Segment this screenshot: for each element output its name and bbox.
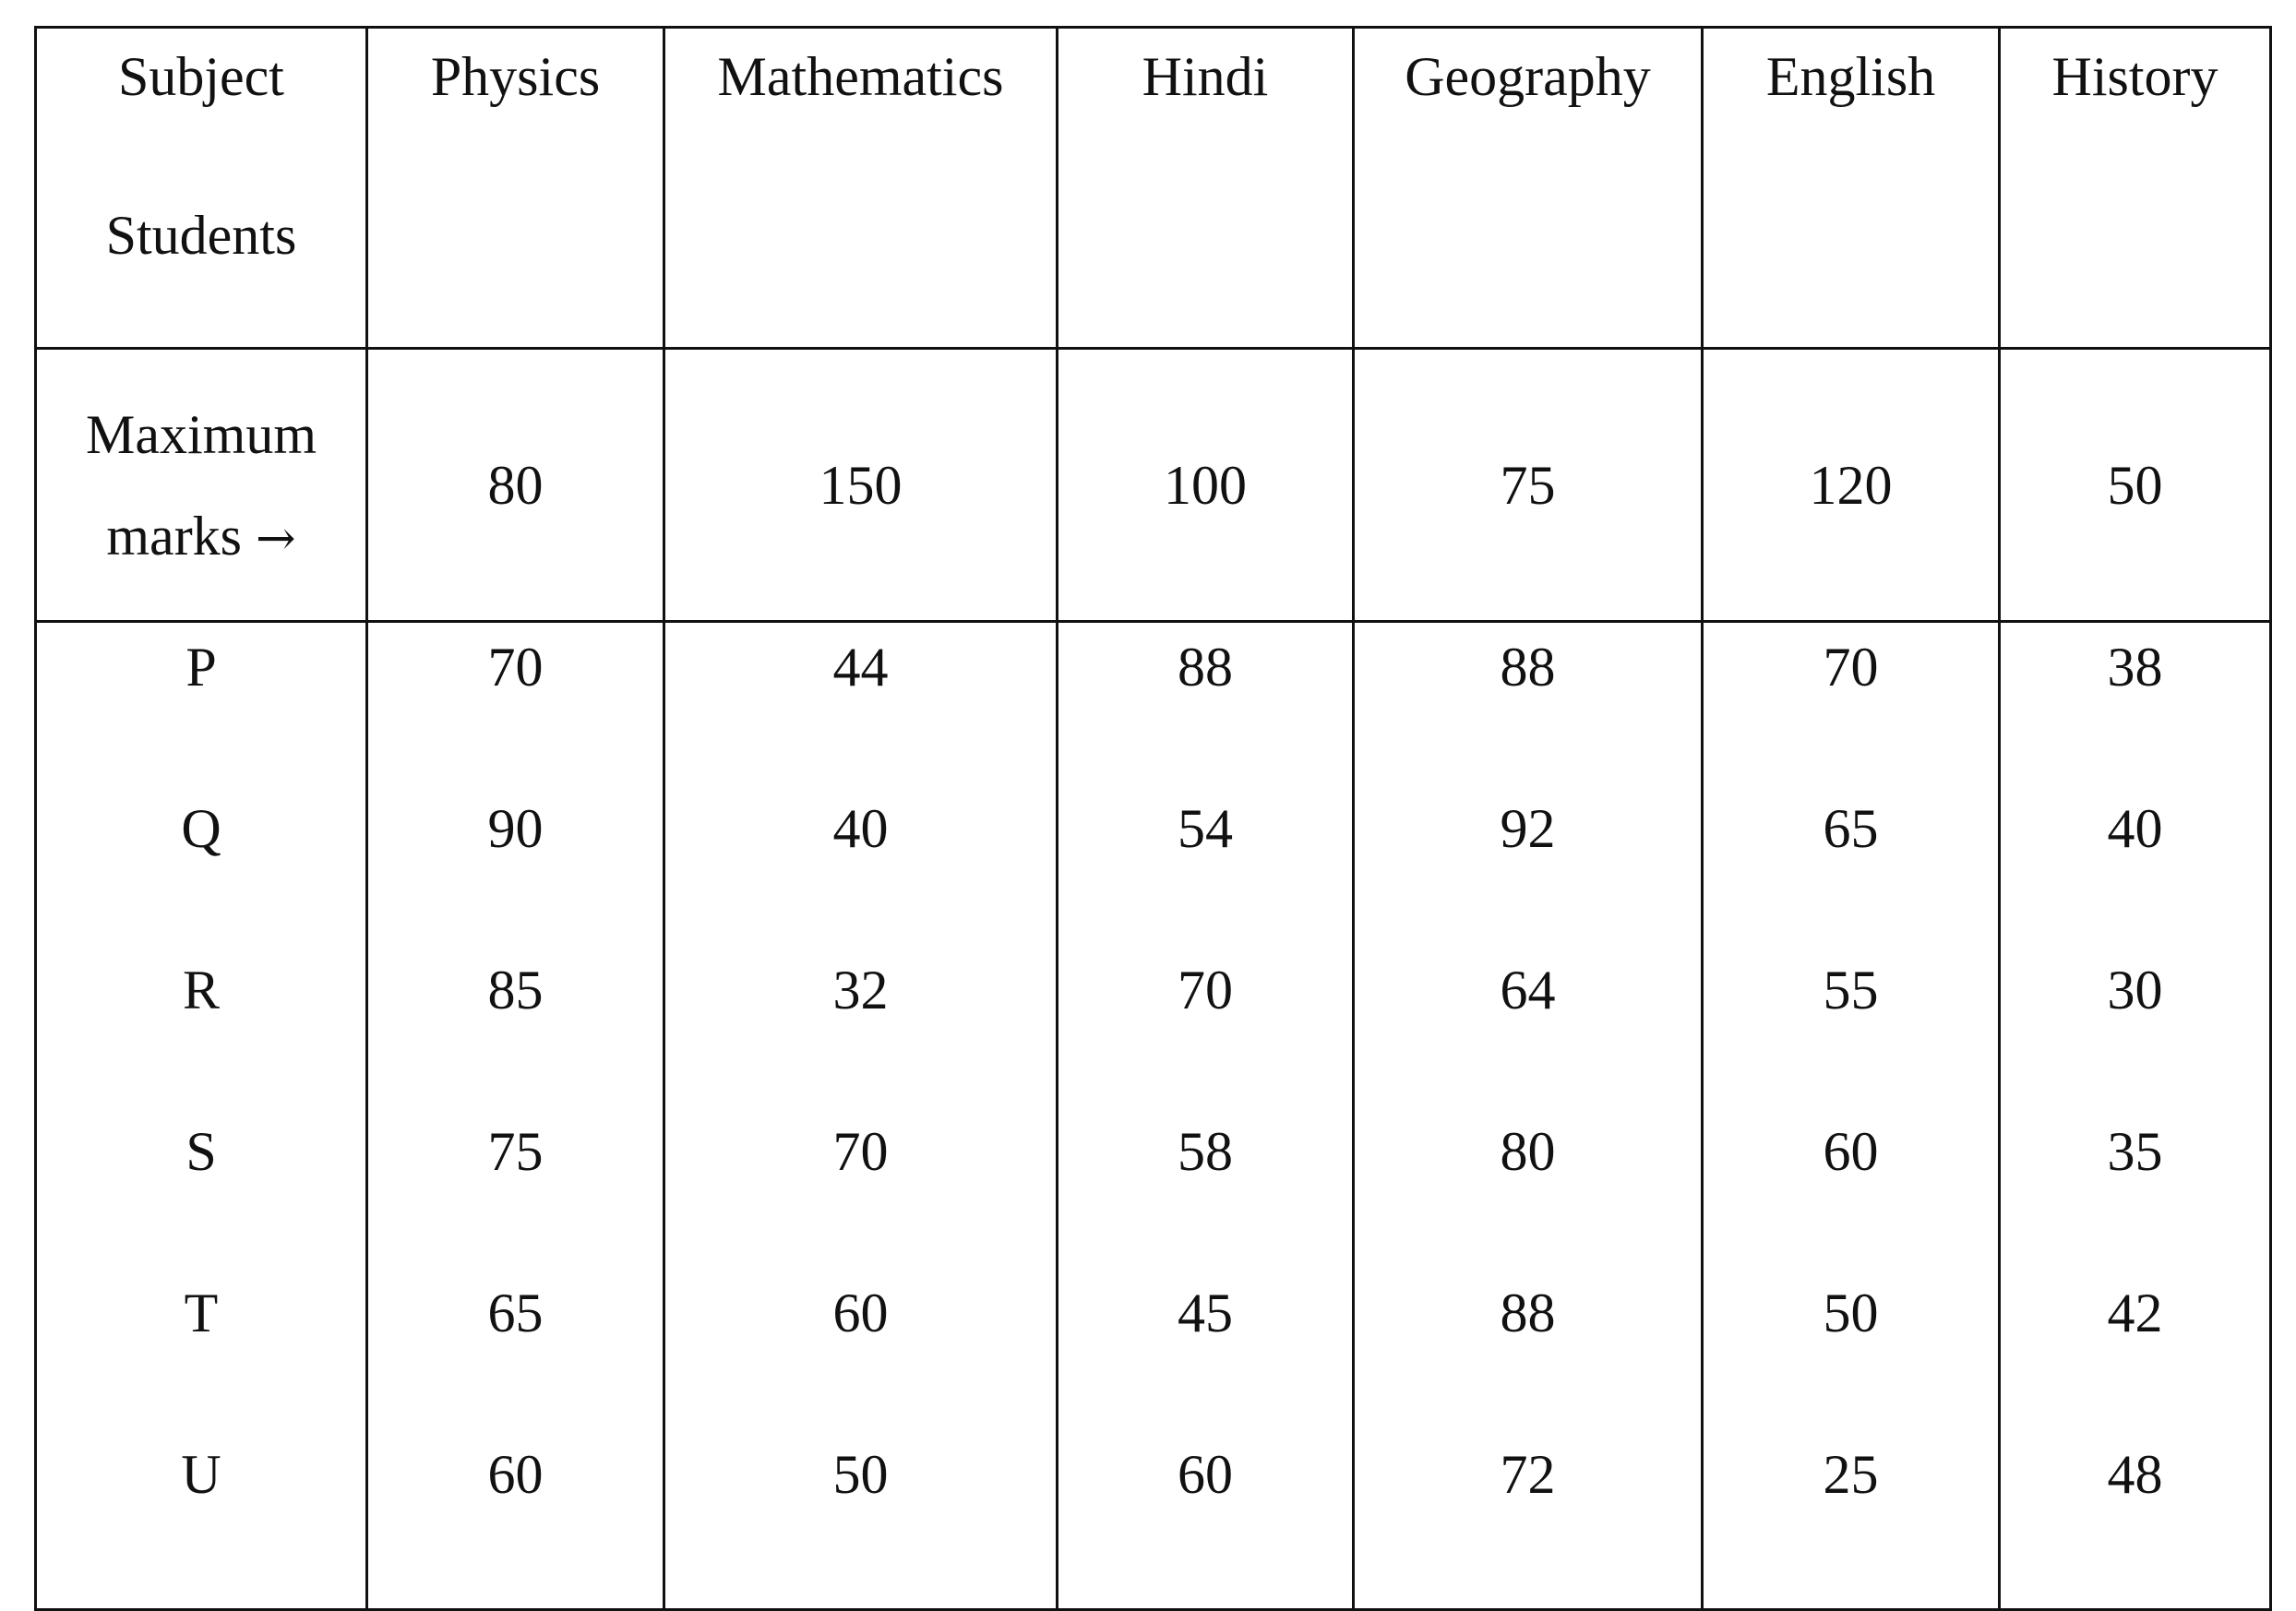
- subject-header-hindi: Hindi: [1056, 26, 1355, 350]
- marks-table-container: Subject Students Physics Mathematics Hin…: [34, 26, 2272, 1611]
- mark-value: 50: [832, 1444, 889, 1505]
- mark-value: 40: [832, 798, 889, 859]
- student-name: R: [182, 960, 221, 1020]
- max-marks-geography: 75: [1352, 347, 1704, 623]
- mark-value: 70: [1178, 960, 1233, 1020]
- mark-value: 48: [2107, 1444, 2163, 1505]
- mark-value: 35: [2107, 1121, 2163, 1182]
- max-marks-hindi: 100: [1056, 347, 1355, 623]
- student-name: S: [185, 1121, 217, 1182]
- mark-value: 92: [1500, 798, 1556, 859]
- mark-value: 88: [1500, 1283, 1556, 1343]
- mark-value: 55: [1823, 960, 1879, 1020]
- mark-value: 38: [2107, 637, 2163, 698]
- student-name: U: [181, 1444, 221, 1505]
- mark-value: 70: [487, 637, 544, 698]
- mark-value: 60: [832, 1283, 889, 1343]
- mark-value: 75: [487, 1121, 544, 1182]
- mark-value: 64: [1500, 960, 1556, 1020]
- mark-value: 88: [1500, 637, 1556, 698]
- subject-header-mathematics: Mathematics: [663, 26, 1058, 350]
- maximum-label: Maximum: [86, 403, 317, 465]
- hindi-marks-cell: 88 54 70 58 45 60: [1056, 620, 1355, 1611]
- student-name: P: [185, 637, 217, 698]
- mathematics-marks-cell: 44 40 32 70 60 50: [663, 620, 1058, 1611]
- mark-value: 54: [1178, 798, 1233, 859]
- student-names-cell: P Q R S T U: [34, 620, 368, 1611]
- mark-value: 58: [1178, 1121, 1233, 1182]
- subject-header-history: History: [1998, 26, 2272, 350]
- marks-table: Subject Students Physics Mathematics Hin…: [34, 26, 2272, 1611]
- mark-value: 65: [487, 1283, 544, 1343]
- marks-label: marks →: [106, 505, 296, 567]
- history-marks-cell: 38 40 30 35 42 48: [1998, 620, 2272, 1611]
- corner-header-cell: Subject Students: [34, 26, 368, 350]
- mark-value: 72: [1500, 1444, 1556, 1505]
- mark-value: 60: [1823, 1121, 1879, 1182]
- mark-value: 65: [1823, 798, 1879, 859]
- mark-value: 70: [832, 1121, 889, 1182]
- mark-value: 44: [832, 637, 889, 698]
- max-marks-history: 50: [1998, 347, 2272, 623]
- header-row: Subject Students Physics Mathematics Hin…: [34, 26, 2272, 350]
- right-arrow-icon: →: [256, 510, 296, 567]
- maximum-marks-row: Maximum marks → 80 150 100 75 120 50: [34, 347, 2272, 623]
- mark-value: 88: [1178, 637, 1233, 698]
- max-marks-english: 120: [1701, 347, 2001, 623]
- max-marks-physics: 80: [365, 347, 665, 623]
- mark-value: 32: [832, 960, 889, 1020]
- subject-header-geography: Geography: [1352, 26, 1704, 350]
- student-name: Q: [181, 798, 221, 859]
- max-marks-mathematics: 150: [663, 347, 1058, 623]
- mark-value: 42: [2107, 1283, 2163, 1343]
- mark-value: 50: [1823, 1283, 1879, 1343]
- mark-value: 30: [2107, 960, 2163, 1020]
- physics-marks-cell: 70 90 85 75 65 60: [365, 620, 665, 1611]
- mark-value: 60: [1178, 1444, 1233, 1505]
- mark-value: 60: [487, 1444, 544, 1505]
- corner-students-label: Students: [105, 205, 297, 266]
- mark-value: 25: [1823, 1444, 1879, 1505]
- english-marks-cell: 70 65 55 60 50 25: [1701, 620, 2001, 1611]
- mark-value: 90: [487, 798, 544, 859]
- mark-value: 40: [2107, 798, 2163, 859]
- student-marks-block: P Q R S T U 70 90 85 75 65 60: [34, 620, 2272, 1611]
- mark-value: 70: [1823, 637, 1879, 698]
- geography-marks-cell: 88 92 64 80 88 72: [1352, 620, 1704, 1611]
- maximum-marks-label-cell: Maximum marks →: [34, 347, 368, 623]
- student-name: T: [184, 1283, 219, 1343]
- subject-header-english: English: [1701, 26, 2001, 350]
- mark-value: 45: [1178, 1283, 1233, 1343]
- subject-header-physics: Physics: [365, 26, 665, 350]
- mark-value: 85: [487, 960, 544, 1020]
- mark-value: 80: [1500, 1121, 1556, 1182]
- corner-subject-label: Subject: [118, 46, 284, 107]
